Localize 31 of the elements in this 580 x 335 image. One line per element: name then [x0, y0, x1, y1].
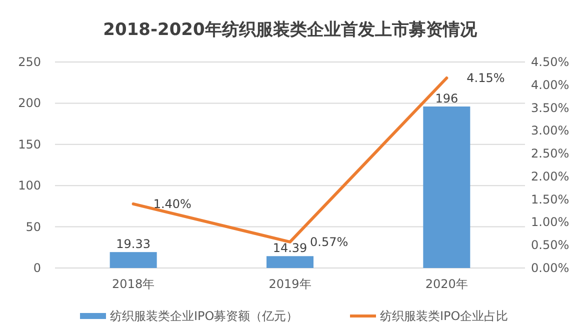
y2-tick-label: 2.00%	[531, 169, 570, 184]
bar	[423, 106, 470, 268]
bar	[266, 256, 314, 268]
y2-tick-label: 2.50%	[531, 146, 570, 161]
data-label: 0.57%	[310, 234, 348, 249]
bar	[110, 252, 157, 268]
chart-title: 2018-2020年纺织服装类企业首发上市募资情况	[103, 20, 478, 40]
legend-label: 纺织服装类企业IPO募资额（亿元）	[110, 309, 298, 323]
y2-tick-label: 0.00%	[531, 261, 570, 275]
data-label: 1.40%	[153, 196, 192, 211]
y2-tick-label: 1.50%	[531, 192, 570, 206]
y-tick-label: 50	[26, 220, 41, 234]
legend-label: 纺织服装类IPO企业占比	[380, 309, 508, 323]
y2-tick-label: 0.50%	[531, 238, 570, 252]
y2-tick-label: 4.00%	[531, 78, 570, 92]
x-tick-label: 2019年	[268, 277, 312, 291]
data-label: 14.39	[272, 241, 308, 256]
y-tick-label: 250	[18, 55, 41, 69]
y2-tick-label: 1.00%	[531, 215, 570, 230]
y-tick-label: 150	[18, 137, 41, 152]
y2-tick-label: 3.50%	[531, 100, 570, 115]
x-tick-label: 2018年	[112, 277, 155, 291]
x-tick-label: 2020年	[425, 277, 468, 291]
data-label: 19.33	[116, 237, 151, 252]
y2-tick-label: 3.00%	[531, 124, 570, 138]
y2-tick-label: 4.50%	[531, 55, 570, 69]
data-label: 4.15%	[466, 71, 505, 86]
y-tick-label: 100	[18, 178, 41, 193]
y-tick-label: 0	[33, 261, 41, 275]
y-tick-label: 200	[18, 96, 41, 110]
data-label: 196	[435, 91, 458, 106]
